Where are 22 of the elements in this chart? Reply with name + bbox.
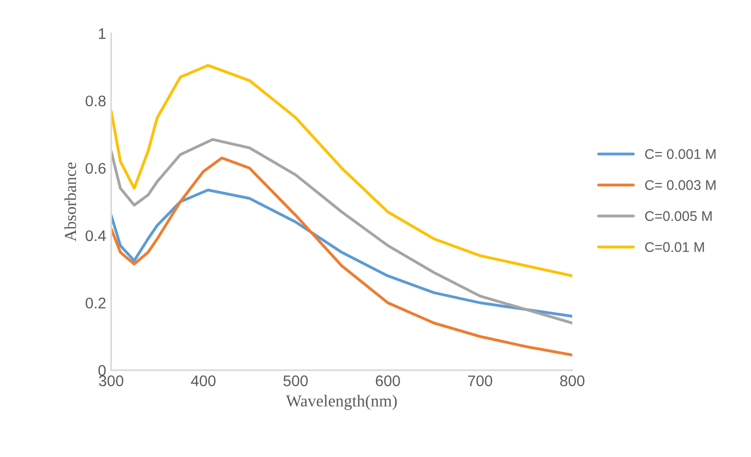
line-series (111, 188, 572, 318)
legend-label: C=0.01 M (645, 242, 704, 252)
line-series (111, 156, 572, 356)
y-tick-label: 0.2 (86, 298, 106, 308)
line-series (111, 64, 572, 278)
line-series (111, 138, 572, 324)
x-tick-label: 400 (190, 375, 216, 386)
y-tick-label: 0.4 (86, 230, 106, 242)
legend-label: C= 0.003 M (645, 180, 716, 190)
legend-label: C=0.005 M (645, 211, 712, 221)
x-tick-label: 800 (560, 375, 584, 386)
y-tick-label: 0.8 (86, 96, 106, 106)
x-tick-label: 300 (98, 375, 124, 386)
x-tick-label: 600 (376, 375, 400, 386)
x-axis-title: Wavelength(nm) (286, 394, 397, 410)
x-tick-label: 700 (468, 375, 492, 386)
legend-label: C= 0.001 M (645, 149, 716, 159)
y-axis-title: Absorbance (64, 162, 76, 242)
y-tick-label: 0 (98, 365, 106, 376)
y-tick-label: 0.6 (86, 162, 106, 174)
x-tick-label: 500 (283, 375, 308, 386)
y-tick-label: 1 (98, 28, 106, 39)
